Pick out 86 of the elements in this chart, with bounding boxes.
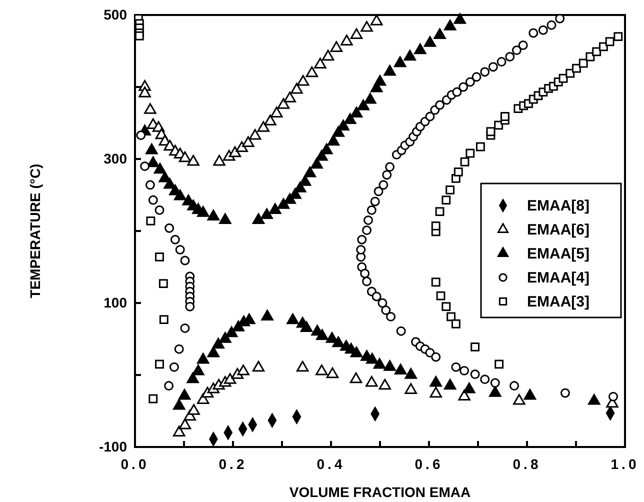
- point: [350, 28, 363, 40]
- point: [277, 98, 290, 109]
- x-tick-label: 0.8: [512, 456, 542, 472]
- point: [290, 82, 303, 94]
- legend-label: EMAA[3]: [527, 293, 590, 310]
- point: [306, 66, 318, 78]
- point: [500, 112, 510, 121]
- point: [460, 157, 470, 166]
- point: [592, 47, 602, 56]
- y-tick-label: 500: [104, 6, 128, 22]
- point: [242, 136, 254, 148]
- x-tick-label: 0.4: [316, 456, 346, 472]
- legend-label: EMAA[4]: [527, 269, 590, 286]
- point: [155, 360, 164, 369]
- point: [158, 279, 168, 288]
- point: [605, 37, 614, 46]
- point: [446, 312, 456, 322]
- point: [257, 121, 270, 132]
- point: [270, 106, 283, 118]
- point: [146, 216, 156, 226]
- point: [144, 103, 156, 114]
- point: [138, 86, 151, 98]
- point: [578, 58, 588, 68]
- point: [446, 186, 455, 194]
- point: [614, 32, 623, 42]
- x-axis-title: VOLUME FRACTION EMAA: [289, 484, 471, 500]
- point: [159, 315, 168, 324]
- point: [378, 378, 392, 390]
- point: [435, 207, 444, 216]
- point: [451, 319, 460, 328]
- point: [442, 196, 451, 204]
- point: [326, 367, 339, 378]
- point: [178, 151, 192, 162]
- legend-label: EMAA[6]: [527, 221, 590, 238]
- point: [454, 168, 463, 176]
- point: [228, 146, 242, 158]
- point: [188, 404, 200, 415]
- point: [264, 114, 276, 126]
- y-axis-title: TEMPERATURE (°C): [27, 164, 43, 298]
- point: [322, 50, 334, 61]
- point: [466, 148, 475, 158]
- point: [350, 372, 362, 384]
- point: [296, 360, 309, 372]
- point: [442, 302, 451, 312]
- point: [148, 394, 158, 404]
- point: [572, 64, 581, 73]
- y-tick-label: -100: [98, 438, 128, 454]
- point: [431, 222, 440, 230]
- point: [314, 58, 326, 69]
- point: [284, 92, 296, 102]
- point: [360, 21, 373, 32]
- point: [513, 394, 526, 405]
- point: [494, 360, 504, 369]
- x-tick-label: 0.6: [414, 456, 444, 472]
- legend-label: EMAA[8]: [527, 197, 590, 214]
- point: [366, 376, 378, 387]
- point: [178, 418, 192, 430]
- point: [237, 364, 250, 376]
- point: [252, 360, 265, 372]
- point: [172, 426, 186, 436]
- point: [430, 386, 442, 398]
- point: [340, 34, 353, 46]
- x-tick-label: 1.0: [610, 456, 640, 472]
- point: [316, 364, 328, 376]
- y-tick-label: 100: [104, 294, 128, 310]
- point: [236, 141, 248, 152]
- point: [330, 41, 343, 52]
- point: [470, 342, 480, 352]
- point: [476, 142, 485, 152]
- x-tick-label: 0.0: [120, 456, 150, 472]
- point: [436, 291, 446, 300]
- point: [155, 252, 164, 262]
- point: [458, 390, 470, 400]
- x-tick-label: 0.2: [218, 456, 248, 472]
- point: [486, 127, 496, 136]
- y-tick-label: 300: [104, 150, 128, 166]
- legend-label: EMAA[5]: [527, 245, 590, 262]
- point: [431, 278, 440, 287]
- point: [370, 14, 383, 26]
- point: [248, 129, 262, 140]
- point: [187, 154, 200, 166]
- point: [213, 154, 226, 166]
- point: [296, 75, 310, 86]
- point: [598, 42, 608, 52]
- point: [224, 373, 236, 384]
- point: [404, 383, 417, 394]
